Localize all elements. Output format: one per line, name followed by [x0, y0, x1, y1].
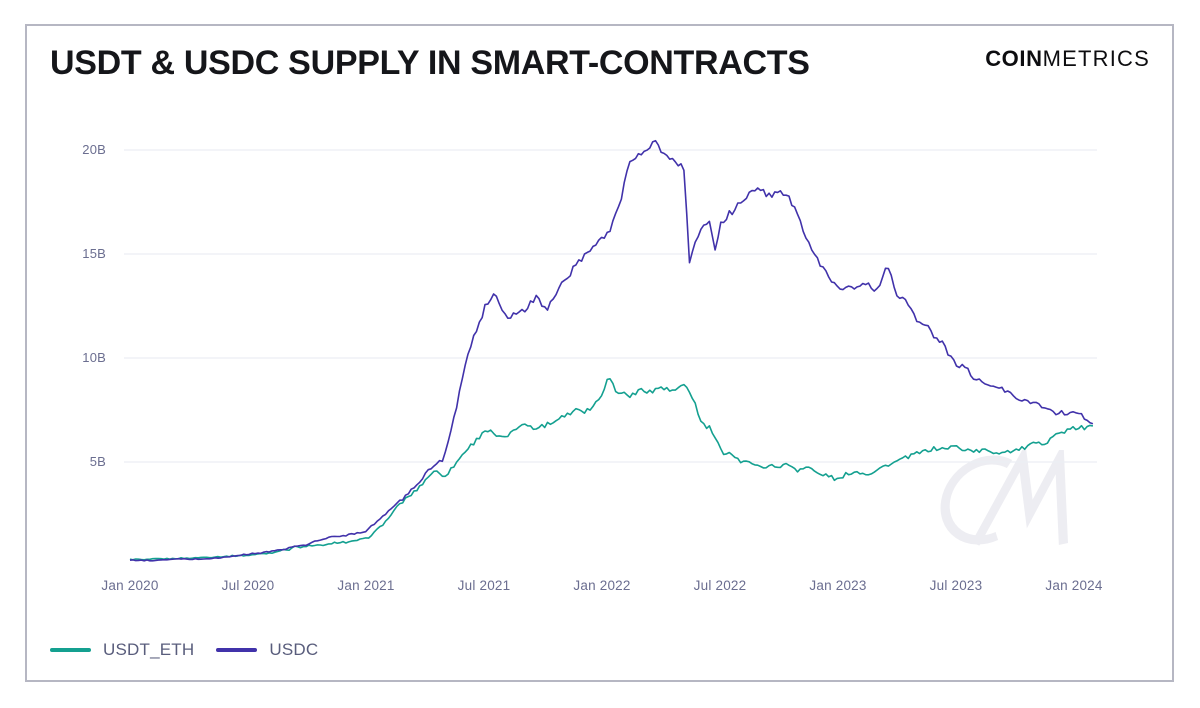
x-tick-label: Jul 2023 — [929, 578, 983, 593]
x-tick-label: Jan 2024 — [1045, 578, 1103, 593]
usdt-line-swatch-icon — [50, 648, 91, 652]
x-tick-label: Jul 2022 — [693, 578, 747, 593]
y-tick-label: 20B — [82, 142, 106, 157]
y-tick-label: 10B — [82, 350, 106, 365]
series-line-usdc — [129, 139, 1094, 562]
coinmetrics-logo: COINMETRICS — [950, 46, 1150, 72]
legend-label-usdt: USDT_ETH — [103, 640, 195, 659]
x-tick-label: Jan 2023 — [809, 578, 867, 593]
chart-card — [25, 24, 1174, 682]
logo-coin-text: COIN — [985, 46, 1043, 71]
x-tick-label: Jul 2021 — [457, 578, 511, 593]
series-line-usdt_eth — [129, 378, 1094, 561]
y-tick-label: 5B — [89, 454, 106, 469]
x-tick-label: Jul 2020 — [221, 578, 275, 593]
legend-item-usdt: USDT_ETH — [50, 640, 194, 660]
legend-label-usdc: USDC — [269, 640, 319, 659]
chart-legend: USDT_ETH USDC — [50, 640, 318, 660]
x-tick-label: Jan 2022 — [573, 578, 631, 593]
usdc-line-swatch-icon — [216, 648, 258, 652]
legend-item-usdc: USDC — [216, 640, 318, 660]
page-title: USDT & USDC SUPPLY IN SMART-CONTRACTS — [50, 44, 810, 82]
y-tick-label: 15B — [82, 246, 106, 261]
cm-watermark-icon — [928, 441, 1078, 555]
x-tick-label: Jan 2020 — [101, 578, 159, 593]
x-tick-label: Jan 2021 — [337, 578, 395, 593]
logo-metrics-text: METRICS — [1042, 46, 1150, 71]
